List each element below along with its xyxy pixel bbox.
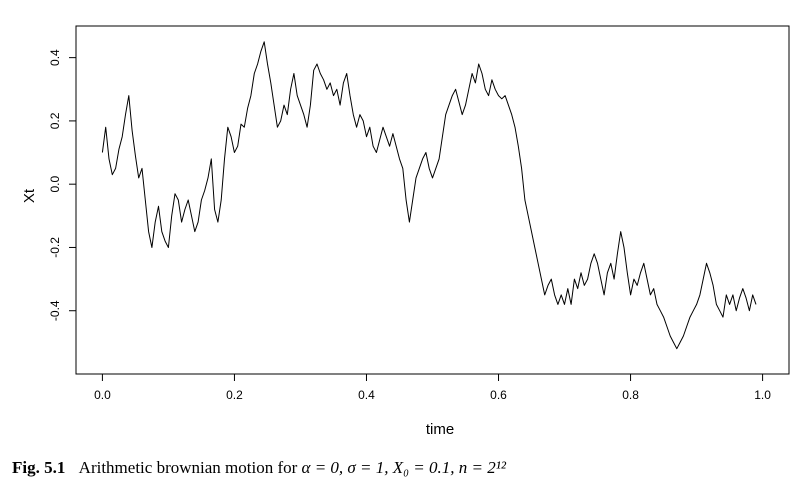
y-tick-label: -0.4 — [48, 300, 62, 321]
caption-params: α = 0, σ = 1, X₀ = 0.1, n = 2¹² — [301, 458, 506, 477]
caption-label: Fig. 5.1 — [12, 458, 66, 477]
y-tick-label: -0.2 — [48, 237, 62, 258]
x-tick-label: 0.2 — [226, 388, 243, 402]
x-axis: 0.0 0.2 0.4 0.6 0.8 1.0 — [94, 374, 771, 402]
x-tick-label: 1.0 — [754, 388, 771, 402]
y-tick-label: 0.4 — [48, 49, 62, 66]
x-axis-title: time — [426, 421, 454, 438]
y-tick-label: 0.2 — [48, 112, 62, 129]
plot-frame — [75, 25, 790, 375]
chart: 0.0 0.2 0.4 0.6 0.8 1.0 -0.4 -0.2 0.0 0.2 0.4 tim… — [21, 25, 790, 438]
y-axis-title: Xt — [21, 188, 38, 203]
caption-text: Arithmetic brownian motion for — [78, 458, 298, 477]
x-tick-label: 0.4 — [358, 388, 375, 402]
y-tick-label: 0.0 — [48, 176, 62, 193]
x-tick-label: 0.6 — [490, 388, 507, 402]
x-tick-label: 0.0 — [94, 388, 111, 402]
x-tick-label: 0.8 — [622, 388, 639, 402]
figure-caption: Fig. 5.1 Arithmetic brownian motion for … — [12, 458, 792, 478]
series-layer — [101, 41, 757, 350]
y-axis: -0.4 -0.2 0.0 0.2 0.4 — [48, 49, 76, 321]
series-line-0 — [101, 41, 757, 350]
